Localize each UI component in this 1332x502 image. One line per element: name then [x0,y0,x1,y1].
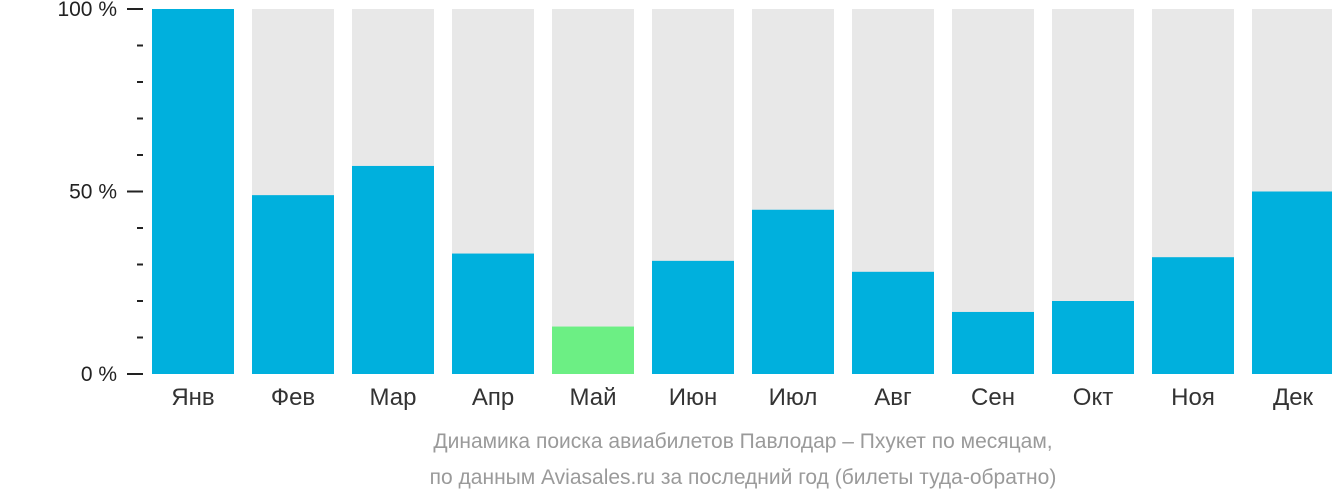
x-tick-label: Июл [769,384,818,411]
bar-4 [452,253,534,374]
bar-chart: 0 % 50 % 100 % Янв Фев Мар Апр Май Июн Июл Авг Сен… [57,0,1332,411]
x-tick-label: Дек [1273,384,1314,411]
bar-11 [1152,257,1234,374]
x-tick-label: Авг [874,384,912,411]
bar-1 [152,9,234,374]
bar-background [552,9,634,374]
bar-10 [1052,301,1134,374]
x-tick-label: Май [569,384,616,411]
y-axis: 0 % 50 % 100 % [57,0,143,386]
x-tick-label: Сен [971,384,1015,411]
bar-2 [252,195,334,374]
bar-5 [552,326,634,374]
x-tick-label: Апр [472,384,514,411]
bar-7 [752,209,834,374]
y-tick-label: 50 % [69,181,117,204]
x-tick-label: Мар [370,384,417,411]
bar-8 [852,271,934,374]
x-tick-label: Окт [1073,384,1113,411]
x-tick-label: Июн [669,384,718,411]
chart-caption-line-2: по данным Aviasales.ru за последний год … [429,466,1057,489]
bar-3 [352,165,434,374]
x-axis-labels: Янв Фев Мар Апр Май Июн Июл Авг Сен Окт Ноя Дек [171,384,1313,411]
bars [152,9,1332,374]
bar-12 [1252,191,1332,374]
x-tick-label: Янв [171,384,214,411]
y-tick-label: 0 % [81,363,117,386]
bar-9 [952,311,1034,374]
chart-caption-line-1: Динамика поиска авиабилетов Павлодар – П… [433,430,1053,453]
x-tick-label: Ноя [1171,384,1215,411]
y-tick-label: 100 % [57,0,117,21]
x-tick-label: Фев [271,384,315,411]
bar-6 [652,260,734,374]
